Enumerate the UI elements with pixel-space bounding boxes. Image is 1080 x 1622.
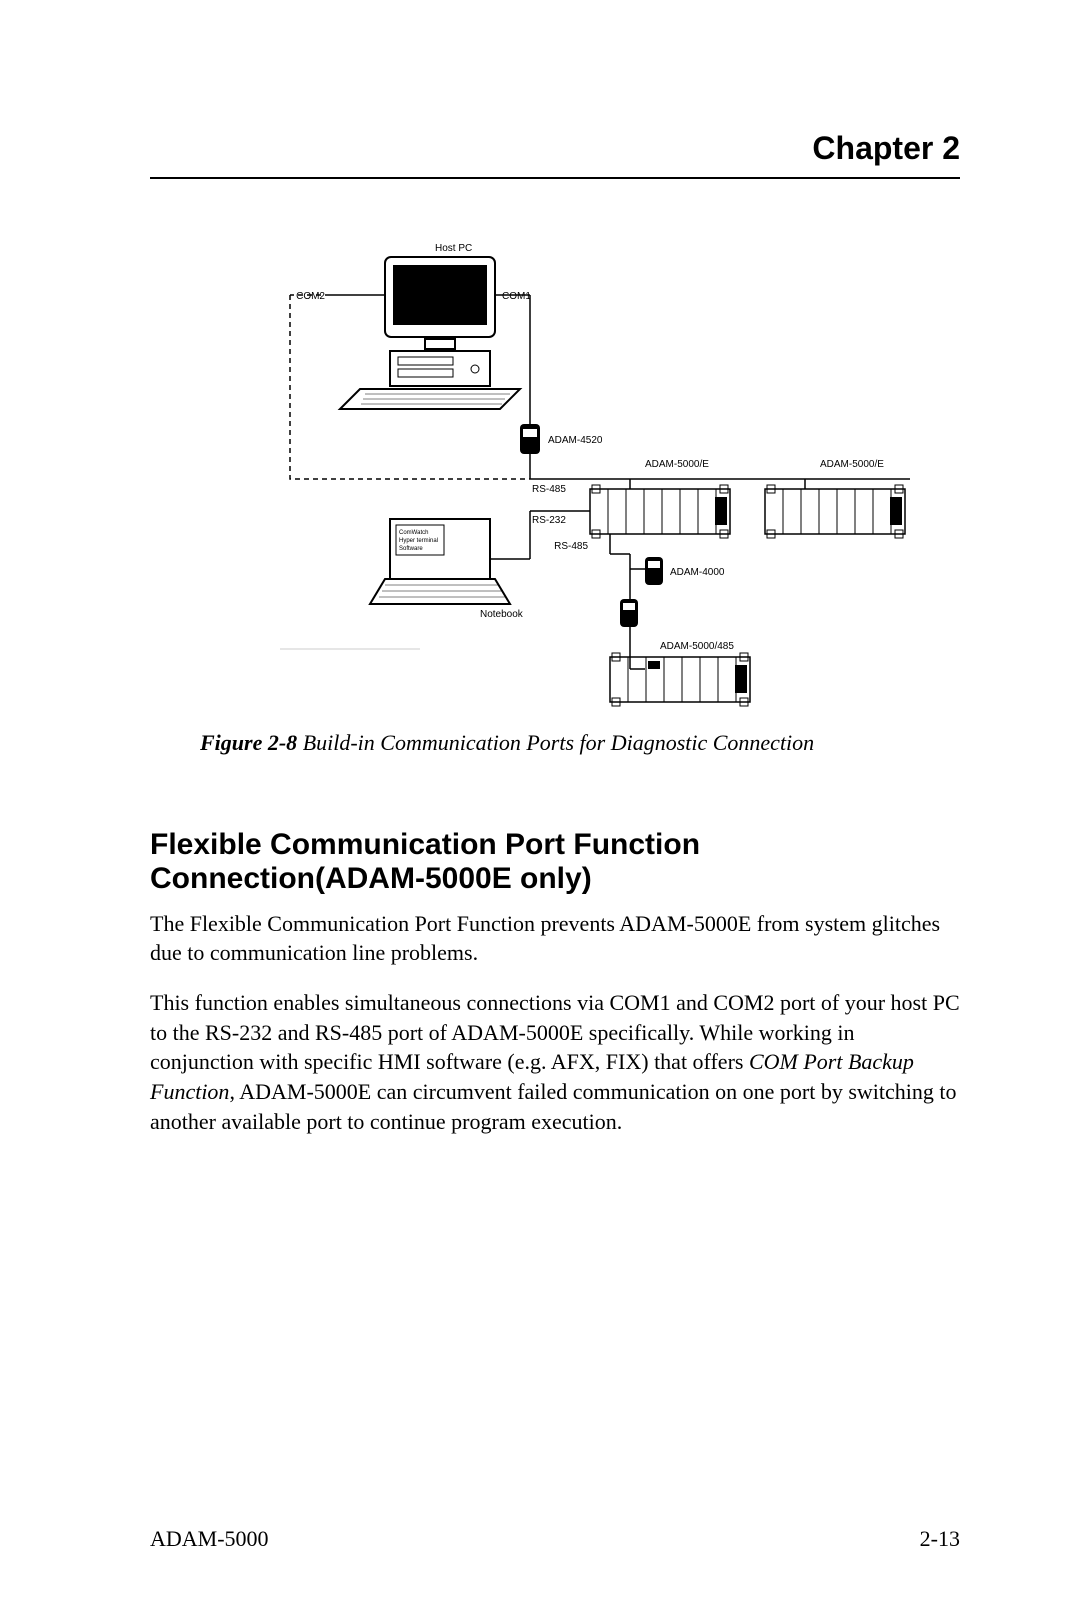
label-adam-4000: ADAM-4000 bbox=[670, 567, 725, 578]
paragraph-2: This function enables simultaneous conne… bbox=[150, 988, 960, 1136]
label-com2: COM2 bbox=[296, 291, 325, 302]
rack-adam-5000-485 bbox=[610, 653, 750, 706]
label-rs485-b: RS-485 bbox=[554, 541, 588, 552]
label-notebook: Notebook bbox=[480, 609, 524, 620]
figure-caption-text: Build-in Communication Ports for Diagnos… bbox=[297, 730, 814, 755]
svg-text:ComWatch: ComWatch bbox=[399, 530, 428, 536]
notebook-icon: ComWatch Hyper terminal Software bbox=[370, 519, 510, 604]
footer-left: ADAM-5000 bbox=[150, 1526, 269, 1552]
label-adam-5000-485: ADAM-5000/485 bbox=[660, 641, 734, 652]
svg-text:Hyper terminal: Hyper terminal bbox=[399, 538, 438, 544]
label-adam-4520: ADAM-4520 bbox=[548, 435, 603, 446]
svg-text:Software: Software bbox=[399, 546, 423, 552]
label-rs232: RS-232 bbox=[532, 515, 566, 526]
paragraph-1: The Flexible Communication Port Function… bbox=[150, 909, 960, 968]
chapter-header: Chapter 2 bbox=[150, 130, 960, 179]
rack-adam-5000e-2 bbox=[765, 485, 905, 538]
label-adam-5000e-1: ADAM-5000/E bbox=[645, 459, 709, 470]
figure-diagram: Host PC COM2 COM1 bbox=[190, 239, 960, 709]
footer-right: 2-13 bbox=[920, 1526, 960, 1552]
rack-adam-5000e-1 bbox=[590, 485, 730, 538]
label-com1: COM1 bbox=[502, 291, 531, 302]
label-rs485: RS-485 bbox=[532, 484, 566, 495]
section-title: Flexible Communication Port Function Con… bbox=[150, 828, 960, 897]
figure-caption: Figure 2-8 Build-in Communication Ports … bbox=[200, 729, 840, 758]
figure-number: Figure 2-8 bbox=[200, 730, 297, 755]
label-host-pc: Host PC bbox=[435, 243, 472, 254]
label-adam-5000e-2: ADAM-5000/E bbox=[820, 459, 884, 470]
comm-ports-diagram: Host PC COM2 COM1 bbox=[190, 239, 910, 709]
p2-part-b: , ADAM-5000E can circumvent failed commu… bbox=[150, 1079, 957, 1134]
